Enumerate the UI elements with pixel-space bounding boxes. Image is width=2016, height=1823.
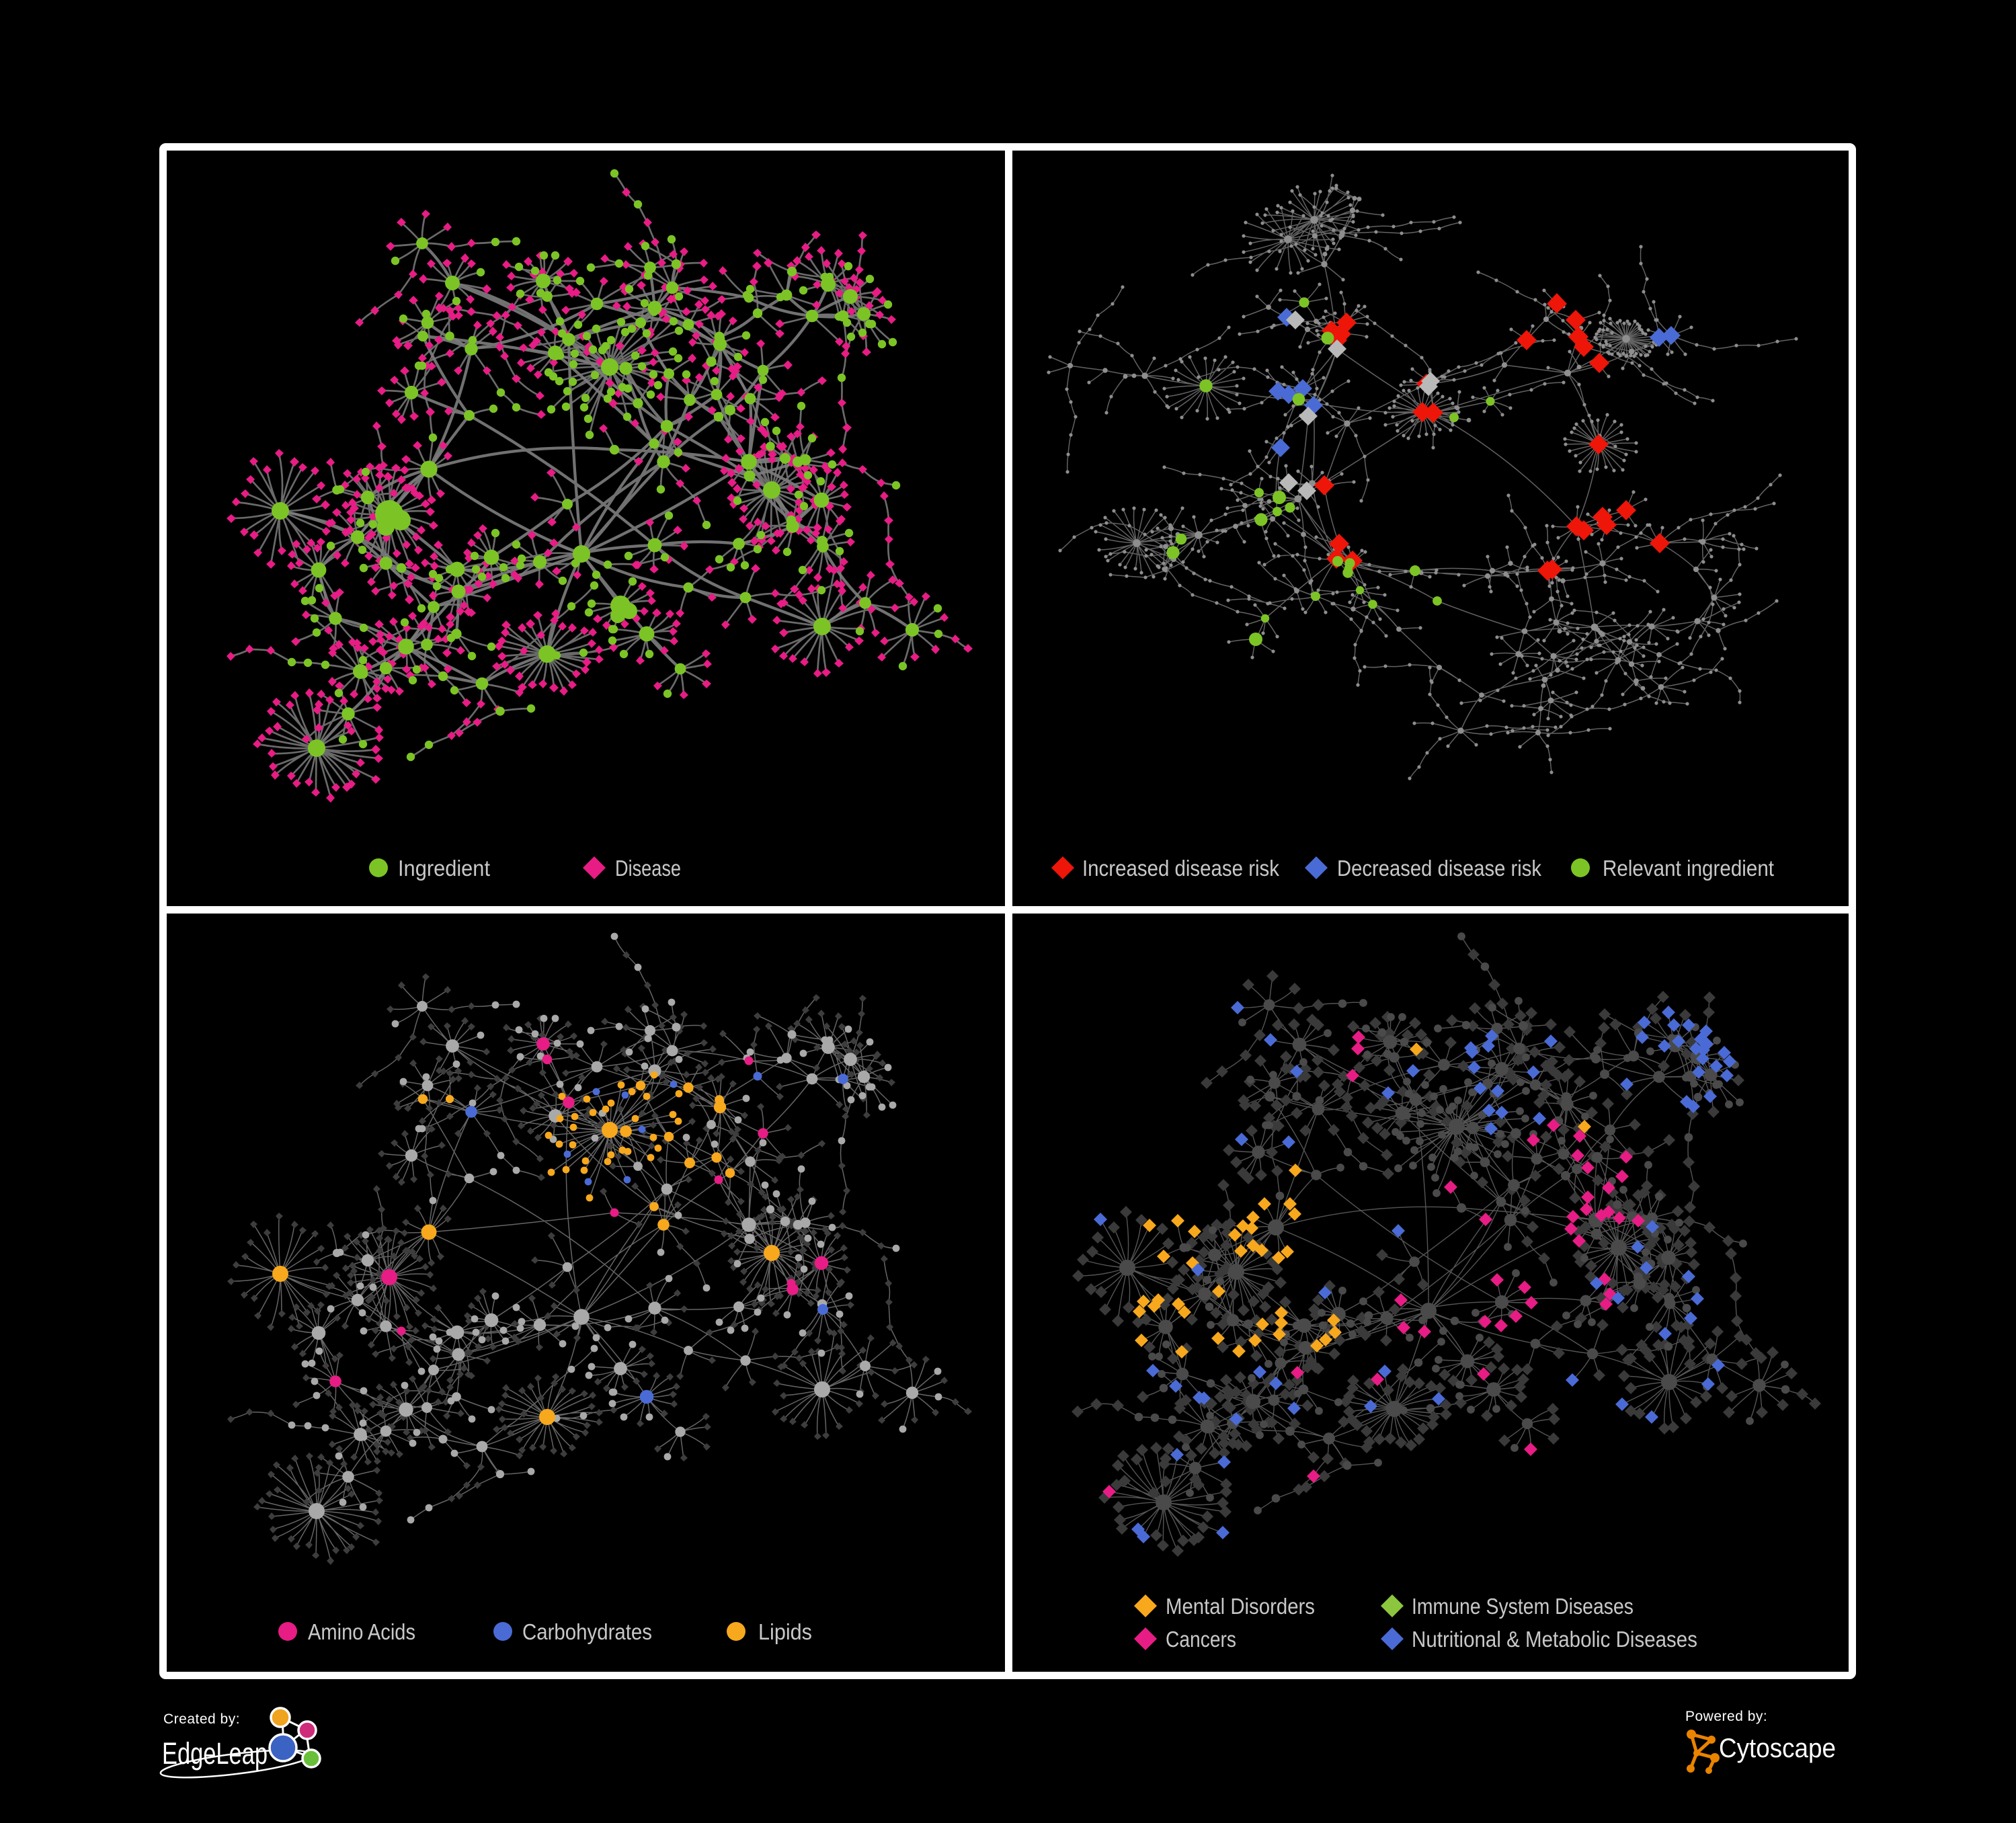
svg-text:Created by:: Created by: [163, 1711, 240, 1727]
svg-text:Cytoscape: Cytoscape [1719, 1734, 1836, 1763]
svg-text:Carbohydrates: Carbohydrates [522, 1619, 652, 1644]
svg-text:Ingredient: Ingredient [398, 856, 490, 881]
svg-text:Immune System Diseases: Immune System Diseases [1412, 1594, 1634, 1619]
svg-text:Cancers: Cancers [1166, 1627, 1236, 1652]
svg-text:Powered by:: Powered by: [1685, 1709, 1767, 1724]
svg-text:Relevant ingredient: Relevant ingredient [1603, 856, 1774, 881]
svg-text:EdgeLeap: EdgeLeap [162, 1736, 268, 1771]
svg-text:Amino Acids: Amino Acids [308, 1619, 415, 1644]
svg-text:Nutritional & Metabolic Diseas: Nutritional & Metabolic Diseases [1412, 1627, 1697, 1652]
svg-text:Increased disease risk: Increased disease risk [1082, 856, 1279, 881]
svg-text:Decreased disease risk: Decreased disease risk [1337, 856, 1541, 881]
svg-text:Lipids: Lipids [758, 1619, 812, 1644]
svg-text:Mental Disorders: Mental Disorders [1166, 1594, 1315, 1619]
svg-text:Disease: Disease [615, 856, 681, 881]
